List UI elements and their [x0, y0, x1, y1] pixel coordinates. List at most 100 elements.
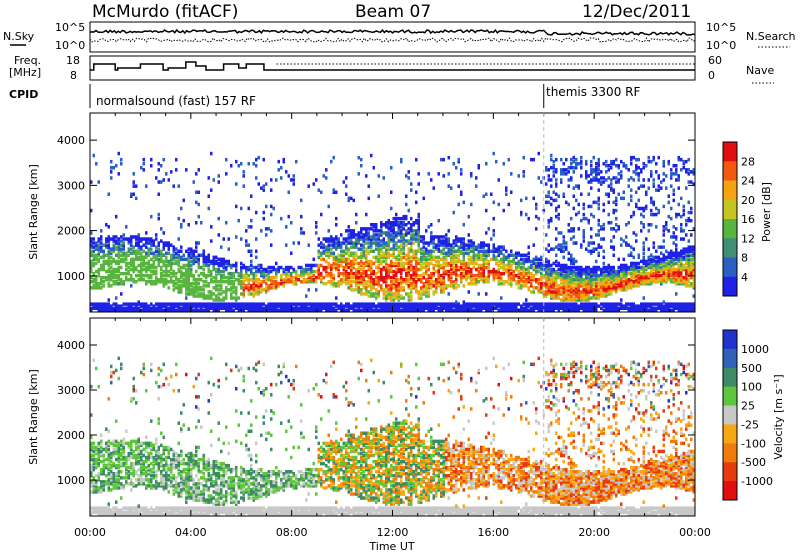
range-gate-cell — [450, 253, 453, 257]
range-gate-cell — [662, 304, 665, 308]
range-gate-cell — [110, 170, 113, 174]
range-gate-cell — [365, 306, 368, 310]
range-gate-cell — [440, 280, 443, 284]
range-gate-cell — [277, 168, 280, 172]
range-gate-cell — [427, 275, 430, 280]
range-gate-cell — [470, 282, 473, 286]
range-gate-cell — [587, 269, 590, 274]
range-gate-cell — [117, 261, 120, 266]
range-gate-cell — [285, 225, 288, 229]
range-gate-cell — [662, 300, 665, 304]
range-gate-cell — [600, 284, 603, 288]
range-gate-cell — [225, 286, 228, 290]
range-gate-cell — [167, 280, 170, 284]
range-gate-cell — [415, 249, 418, 253]
range-gate-cell — [202, 263, 205, 268]
range-gate-cell — [392, 261, 395, 266]
range-gate-cell — [485, 243, 488, 247]
range-gate-cell — [617, 286, 620, 290]
range-gate-cell — [582, 292, 585, 296]
range-gate-cell — [380, 288, 383, 292]
range-gate-cell — [472, 259, 475, 264]
range-gate-cell — [395, 261, 398, 266]
range-gate-cell — [435, 278, 438, 282]
range-gate-cell — [217, 233, 220, 237]
range-gate-cell — [172, 306, 175, 310]
range-gate-cell — [552, 170, 555, 174]
range-gate-cell — [387, 253, 390, 257]
range-gate-cell — [432, 257, 435, 262]
range-gate-cell — [612, 273, 615, 278]
range-gate-cell — [335, 282, 338, 286]
range-gate-cell — [675, 306, 678, 310]
range-gate-cell — [100, 263, 103, 268]
range-gate-cell — [185, 308, 188, 312]
range-gate-cell — [202, 292, 205, 296]
range-gate-cell — [567, 298, 570, 302]
range-gate-cell — [567, 290, 570, 294]
range-gate-cell — [407, 251, 410, 255]
range-gate-cell — [552, 294, 555, 298]
range-gate-cell — [192, 286, 195, 290]
range-gate-cell — [545, 292, 548, 296]
range-gate-cell — [117, 239, 120, 243]
range-gate-cell — [97, 302, 100, 306]
range-gate-cell — [117, 259, 120, 264]
range-gate-cell — [630, 155, 633, 160]
noise-left-label: N.Sky — [3, 30, 35, 43]
range-gate-cell — [555, 290, 558, 294]
range-gate-cell — [275, 178, 278, 182]
range-gate-cell — [380, 229, 383, 233]
range-gate-cell — [652, 278, 655, 282]
range-gate-cell — [462, 245, 465, 249]
range-gate-cell — [430, 223, 433, 227]
range-gate-cell — [300, 227, 303, 231]
range-gate-cell — [180, 302, 183, 306]
range-gate-cell — [390, 292, 393, 296]
range-gate-cell — [190, 292, 193, 296]
range-gate-cell — [662, 271, 665, 276]
range-gate-cell — [582, 296, 585, 300]
range-gate-cell — [125, 225, 128, 229]
range-gate-cell — [570, 302, 573, 306]
range-gate-cell — [202, 257, 205, 262]
range-gate-cell — [350, 275, 353, 280]
range-gate-cell — [610, 308, 613, 312]
range-gate-cell — [217, 261, 220, 266]
range-gate-cell — [385, 245, 388, 249]
range-gate-cell — [545, 168, 548, 172]
range-gate-cell — [407, 257, 410, 262]
range-gate-cell — [357, 282, 360, 286]
range-gate-cell — [425, 306, 428, 310]
range-gate-cell — [410, 308, 413, 312]
range-gate-cell — [132, 249, 135, 253]
range-gate-cell — [480, 267, 483, 272]
range-gate-cell — [612, 284, 615, 288]
range-gate-cell — [522, 265, 525, 270]
range-gate-cell — [375, 280, 378, 284]
range-gate-cell — [367, 265, 370, 270]
range-gate-cell — [372, 278, 375, 282]
range-gate-cell — [515, 304, 518, 308]
range-gate-cell — [147, 249, 150, 253]
range-gate-cell — [407, 255, 410, 260]
range-gate-cell — [460, 273, 463, 278]
range-gate-cell — [625, 241, 628, 245]
range-gate-cell — [465, 304, 468, 308]
range-gate-cell — [657, 255, 660, 260]
range-gate-cell — [260, 280, 263, 284]
range-gate-cell — [197, 294, 200, 298]
range-gate-cell — [415, 286, 418, 290]
range-gate-cell — [155, 302, 158, 306]
range-gate-cell — [620, 286, 623, 290]
range-gate-cell — [570, 267, 573, 272]
range-gate-cell — [410, 235, 413, 239]
range-gate-cell — [395, 247, 398, 251]
range-gate-cell — [217, 284, 220, 288]
range-gate-cell — [185, 275, 188, 280]
range-gate-cell — [195, 294, 198, 298]
range-gate-cell — [400, 239, 403, 243]
range-gate-cell — [110, 273, 113, 278]
range-gate-cell — [527, 304, 530, 308]
range-gate-cell — [565, 308, 568, 312]
